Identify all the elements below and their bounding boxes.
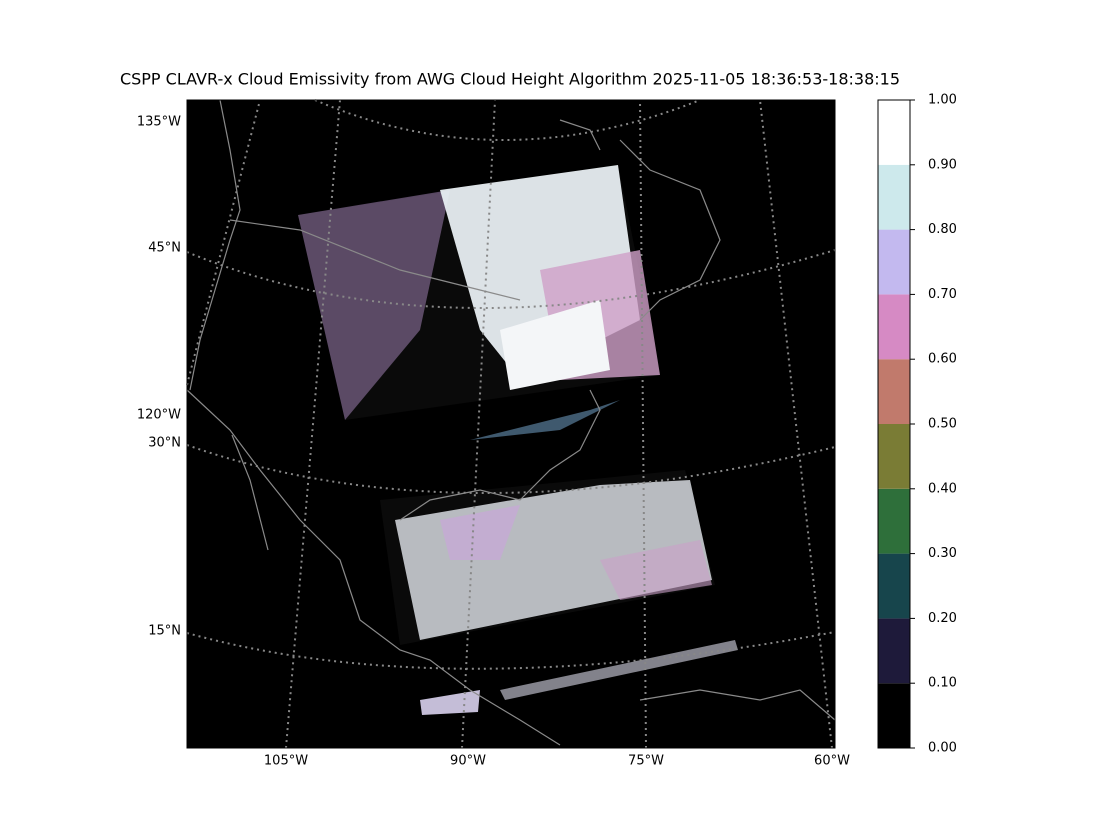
colorbar-tick-label: 0.10 (928, 676, 957, 691)
grid-label: 45°N (148, 241, 181, 256)
colorbar-segment (878, 294, 910, 360)
colorbar-tick-label: 0.40 (928, 481, 957, 496)
colorbar-tick-label: 0.00 (928, 741, 957, 756)
grid-label: 15°N (148, 624, 181, 639)
colorbar-tick-label: 0.80 (928, 222, 957, 237)
grid-label: 120°W (137, 408, 181, 423)
grid-label: 90°W (450, 754, 486, 769)
colorbar-segment (878, 359, 910, 424)
colorbar-tick-label: 0.60 (928, 352, 957, 367)
colorbar-tick-label: 0.70 (928, 287, 957, 302)
colorbar-segment (878, 553, 910, 619)
grid-label: 135°W (137, 115, 181, 130)
colorbar-segment (878, 229, 910, 295)
grid-label: 30°N (148, 436, 181, 451)
colorbar-segment (878, 424, 910, 489)
colorbar-tick-label: 0.20 (928, 611, 957, 626)
title: CSPP CLAVR-x Cloud Emissivity from AWG C… (120, 70, 900, 89)
colorbar-segment (878, 683, 910, 748)
colorbar-tick-label: 0.30 (928, 546, 957, 561)
map-frame (186, 99, 836, 749)
colorbar-tick-label: 0.50 (928, 417, 957, 432)
graticule (186, 99, 836, 749)
colorbar-tick-label: 0.90 (928, 157, 957, 172)
colorbar-segment (878, 488, 910, 554)
colorbar-segment (878, 618, 910, 684)
colorbar-segment (878, 100, 910, 165)
coastlines (186, 99, 836, 746)
grid-label: 105°W (264, 754, 308, 769)
grid-label: 75°W (628, 754, 664, 769)
colorbar-segment (878, 164, 910, 230)
grid-label: 60°W (814, 754, 850, 769)
colorbar-tick-label: 1.00 (928, 93, 957, 108)
